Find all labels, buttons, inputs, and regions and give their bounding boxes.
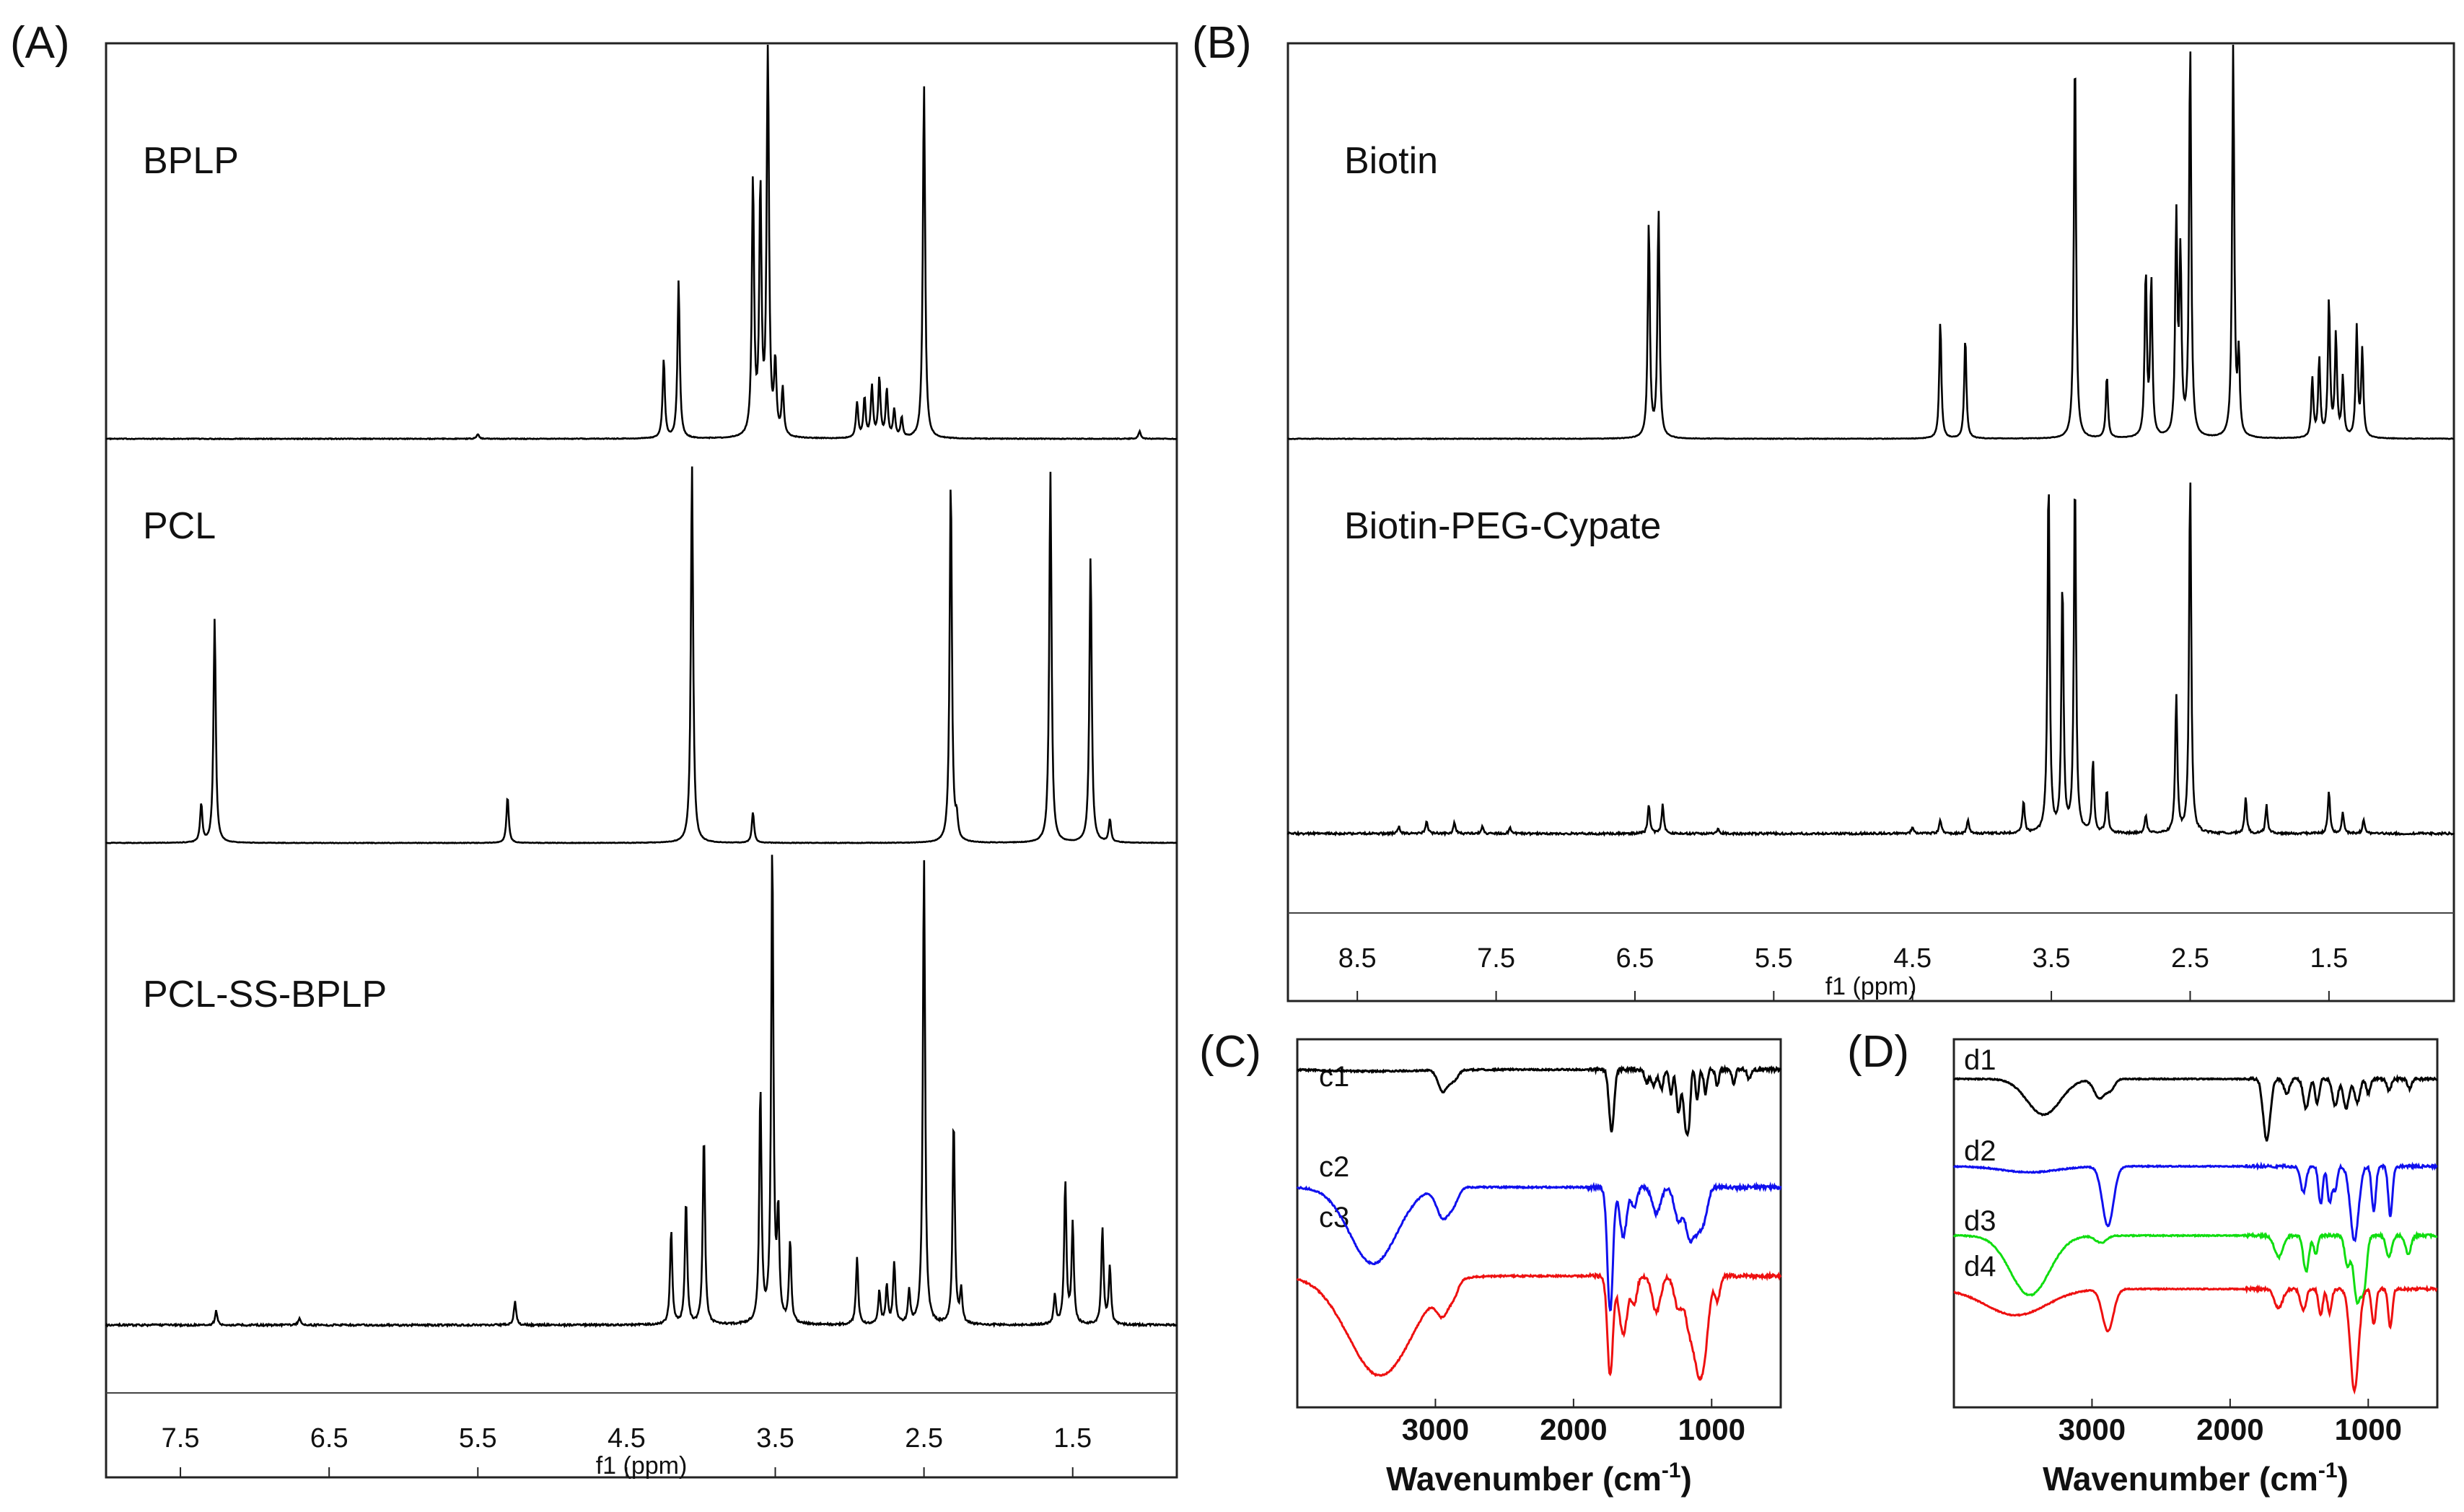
series-label-bplp: BPLP [143, 140, 239, 182]
series-label-pcl-ss-bplp: PCL-SS-BPLP [143, 974, 387, 1015]
x-tick-label: 2.5 [905, 1423, 943, 1454]
panel-b: (B) Biotin Biotin-PEG-Cypate 8.5 7.5 6.5 5.… [1192, 18, 2455, 1002]
x-tick-label: 8.5 [1338, 943, 1377, 974]
panel-b-xlabel: f1 (ppm) [1825, 973, 1917, 1000]
x-tick-label: 6.5 [1616, 943, 1654, 974]
panel-a-label: (A) [10, 18, 70, 68]
ir-line-d4 [1953, 1284, 2438, 1395]
x-tick-label: 1.5 [2310, 943, 2348, 974]
series-label-d4: d4 [1964, 1251, 1996, 1282]
series-label-c1: c1 [1319, 1061, 1349, 1093]
panel-a-frame [105, 42, 1178, 1479]
series-label-d2: d2 [1964, 1135, 1996, 1167]
x-tick-label: 4.5 [1893, 943, 1932, 974]
series-label-d3: d3 [1964, 1205, 1996, 1237]
panel-c-label: (C) [1199, 1027, 1261, 1077]
panel-b-frame [1286, 42, 2455, 1002]
spectrum-line-pcl-ss-bplp [105, 855, 1178, 1329]
x-tick-label: 1000 [2335, 1412, 2402, 1446]
x-tick-label: 7.5 [1477, 943, 1515, 974]
ir-line-d1 [1952, 1074, 2438, 1142]
series-label-c2: c2 [1319, 1151, 1349, 1183]
x-tick-label: 2000 [1540, 1412, 1607, 1446]
panel-d-label: (D) [1847, 1027, 1909, 1077]
x-tick-label: 3.5 [756, 1423, 794, 1454]
x-tick-label: 3000 [1402, 1412, 1469, 1446]
x-tick-label: 3000 [2059, 1412, 2126, 1446]
series-label-biotin: Biotin [1344, 140, 1438, 182]
panel-a-ticks: 7.5 6.5 5.5 4.5 3.5 2.5 1.5 [162, 1423, 1092, 1477]
x-tick-label: 1.5 [1053, 1423, 1092, 1454]
panel-c-ticks: 3000 2000 1000 [1402, 1399, 1745, 1446]
panel-b-label: (B) [1192, 18, 1252, 68]
series-label-biotin-peg-cypate: Biotin-PEG-Cypate [1344, 505, 1661, 547]
ir-line-d3 [1952, 1231, 2438, 1306]
spectrum-line-bplp [105, 44, 1178, 441]
ir-line-c1 [1297, 1064, 1782, 1137]
x-tick-label: 4.5 [608, 1423, 646, 1454]
ir-line-d2 [1952, 1161, 2438, 1243]
series-label-pcl: PCL [143, 505, 216, 547]
x-tick-label: 1000 [1678, 1412, 1745, 1446]
panel-d-xlabel: Wavenumber (cm-1) [2043, 1459, 2349, 1498]
spectrum-line-biotin-peg-cypate [1286, 482, 2455, 837]
x-tick-label: 5.5 [459, 1423, 497, 1454]
panel-d-ticks: 3000 2000 1000 [2059, 1399, 2402, 1446]
x-tick-label: 2000 [2196, 1412, 2263, 1446]
x-tick-label: 3.5 [2033, 943, 2071, 974]
panel-c-xlabel: Wavenumber (cm-1) [1386, 1459, 1692, 1498]
panel-d: (D) d1 d2 d3 d4 3000 2000 1000 Wavenumber … [1847, 1027, 2439, 1498]
ir-line-c3 [1296, 1270, 1782, 1381]
spectrum-line-biotin [1287, 44, 2455, 441]
series-label-d1: d1 [1964, 1044, 1996, 1076]
x-tick-label: 7.5 [162, 1423, 200, 1454]
panel-c-frame [1296, 1038, 1782, 1409]
x-tick-label: 6.5 [310, 1423, 348, 1454]
panel-c: (C) c1 c2 c3 3000 2000 1000 Wavenumber (cm… [1199, 1027, 1782, 1498]
panel-b-ticks: 8.5 7.5 6.5 5.5 4.5 3.5 2.5 1.5 [1338, 943, 2348, 1001]
spectrum-line-pcl [105, 466, 1177, 844]
x-tick-label: 2.5 [2171, 943, 2209, 974]
ir-line-c2 [1296, 1181, 1782, 1312]
panel-d-frame [1952, 1038, 2439, 1409]
panel-a: (A) BPLP PCL PCL-SS-BPLP 7.5 6.5 5.5 4.5 3.5… [10, 18, 1178, 1480]
x-tick-label: 5.5 [1755, 943, 1793, 974]
panel-a-xlabel: f1 (ppm) [596, 1452, 688, 1480]
